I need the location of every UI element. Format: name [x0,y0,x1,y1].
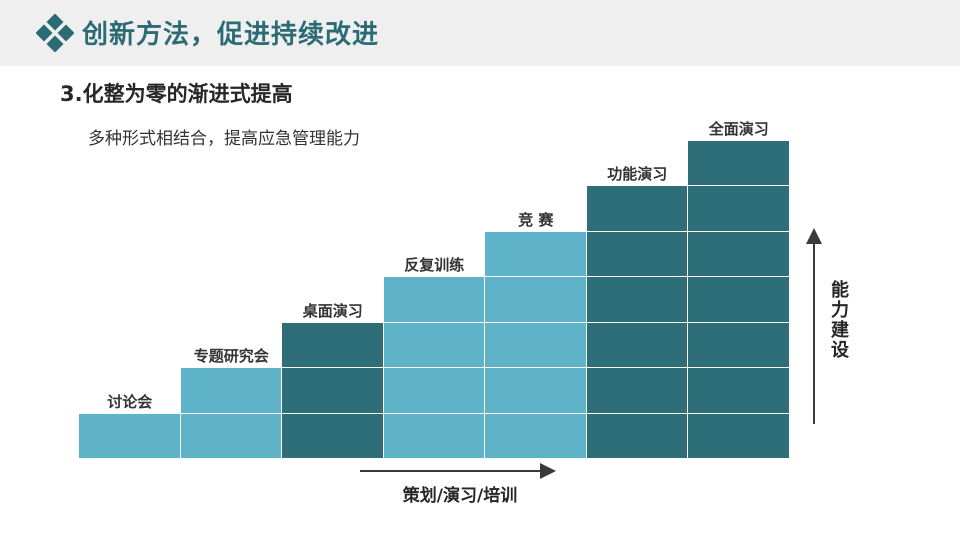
step-cell [688,139,790,185]
step-label: 讨论会 [107,392,153,411]
diamond-logo-icon [36,14,74,52]
step-cell [79,412,181,458]
step-cell [586,185,688,231]
step-cell [485,321,587,367]
step-cell [485,367,587,413]
step-cell [485,230,587,276]
step-cell [383,412,485,458]
step-cell [586,230,688,276]
step-label: 反复训练 [404,256,465,274]
step-cell [688,276,790,322]
step-label: 竞 赛 [518,210,554,229]
step-cell [383,367,485,413]
step-cell [688,367,790,413]
step-cell [383,276,485,322]
step-cell [586,276,688,322]
step-cell [586,321,688,367]
section-subtitle: 3.化整为零的渐进式提高 [60,82,293,106]
step-cell [688,185,790,231]
step-cell [586,412,688,458]
step-cell [688,321,790,367]
step-label: 功能演习 [607,165,668,183]
step-cell [180,412,282,458]
step-cell [485,412,587,458]
step-cell [282,367,384,413]
step-cell [688,412,790,458]
step-cell [180,367,282,413]
step-cell [586,367,688,413]
step-label: 专题研究会 [193,347,269,365]
step-cell [688,230,790,276]
x-axis-label: 策划/演习/培训 [402,486,518,506]
step-cell [282,321,384,367]
section-description: 多种形式相结合，提高应急管理能力 [88,129,360,149]
step-cell [383,321,485,367]
step-label: 全面演习 [708,119,769,138]
page-title: 创新方法，促进持续改进 [82,20,380,50]
y-axis-label: 能 力 建 设 [831,280,849,361]
step-label: 桌面演习 [302,301,363,320]
step-cell [485,276,587,322]
step-cell [282,412,384,458]
header-bar: 创新方法，促进持续改进 [0,0,960,66]
